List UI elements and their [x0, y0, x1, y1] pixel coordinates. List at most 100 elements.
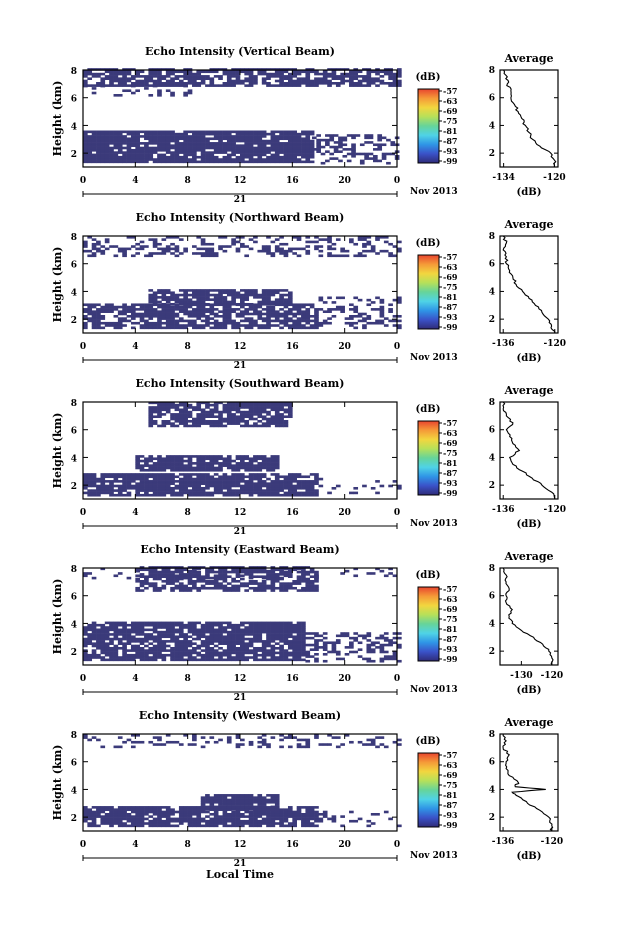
echo-cell [223, 626, 228, 629]
echo-cell [262, 467, 267, 470]
echo-cell [188, 460, 193, 463]
echo-cell [87, 250, 92, 253]
echo-cell [310, 585, 315, 588]
echo-cell [135, 308, 140, 311]
echo-cell [188, 89, 193, 92]
echo-cell [162, 622, 167, 625]
echo-cell [96, 480, 101, 483]
echo-cell [262, 577, 267, 580]
echo-cell [380, 637, 385, 640]
panel-title: Echo Intensity (Eastward Beam) [140, 543, 339, 556]
echo-cell [236, 80, 241, 83]
echo-cell [209, 480, 214, 483]
echo-cell [196, 406, 201, 409]
echo-cell [183, 415, 188, 418]
echo-cell [179, 457, 184, 460]
echo-cell [244, 572, 249, 575]
echo-cell [297, 303, 302, 306]
echo-cell [175, 144, 180, 147]
echo-cell [288, 482, 293, 485]
echo-cell [249, 473, 254, 476]
echo-cell [227, 494, 232, 497]
echo-cell [262, 580, 267, 583]
echo-cell [109, 135, 114, 138]
echo-cell [135, 811, 140, 814]
echo-cell [100, 656, 105, 659]
echo-cell [231, 799, 236, 802]
echo-cell [157, 578, 162, 581]
echo-cell [249, 144, 254, 147]
echo-cell [240, 70, 245, 73]
echo-cell [140, 469, 145, 472]
echo-cell [162, 291, 167, 294]
echo-cell [148, 741, 153, 744]
echo-cell [96, 322, 101, 325]
echo-cell [262, 654, 267, 657]
echo-cell [297, 494, 302, 497]
echo-cell [366, 84, 371, 87]
echo-cell [83, 149, 88, 152]
echo-cell [275, 131, 280, 134]
echo-cell [192, 82, 197, 85]
echo-cell [275, 144, 280, 147]
echo-cell [275, 408, 280, 411]
echo-cell [175, 142, 180, 145]
colorbar-tick-label: -75 [443, 448, 457, 458]
echo-cell [201, 492, 206, 495]
echo-cell [96, 156, 101, 159]
echo-cell [153, 80, 158, 83]
echo-cell [148, 635, 153, 638]
echo-cell [218, 629, 223, 632]
echo-cell [166, 296, 171, 299]
echo-cell [314, 320, 319, 323]
echo-cell [288, 147, 293, 150]
echo-cell [83, 654, 88, 657]
echo-cell [369, 137, 374, 140]
echo-cell [196, 248, 201, 251]
echo-cell [118, 248, 123, 251]
echo-cell [188, 140, 193, 143]
echo-cell [170, 457, 175, 460]
echo-cell [131, 806, 136, 809]
echo-cell [227, 131, 232, 134]
echo-cell [244, 659, 249, 662]
echo-cell [148, 475, 153, 478]
echo-cell [244, 147, 249, 150]
echo-cell [257, 73, 262, 76]
echo-cell [236, 315, 241, 318]
echo-cell [148, 585, 153, 588]
echo-cell [386, 139, 391, 142]
echo-cell [223, 250, 228, 253]
echo-cell [83, 322, 88, 325]
echo-cell [109, 654, 114, 657]
echo-cell [249, 475, 254, 478]
x-tick-label: 4 [132, 342, 138, 352]
echo-cell [140, 241, 145, 244]
echo-cell [349, 75, 354, 78]
echo-cell [240, 492, 245, 495]
echo-cell [109, 82, 114, 85]
echo-cell [209, 137, 214, 140]
echo-cell [179, 467, 184, 470]
echo-cell [279, 296, 284, 299]
echo-cell [144, 587, 149, 590]
echo-cell [170, 303, 175, 306]
x-tick-label: 4 [132, 176, 138, 186]
echo-cell [253, 313, 258, 316]
echo-cell [153, 467, 158, 470]
echo-cell [175, 654, 180, 657]
echo-cell [292, 133, 297, 136]
echo-cell [249, 161, 254, 164]
echo-cell [288, 480, 293, 483]
echo-cell [170, 320, 175, 323]
echo-cell [118, 736, 123, 739]
echo-cell [266, 308, 271, 311]
echo-cell [209, 317, 214, 320]
echo-cell [301, 622, 306, 625]
echo-cell [162, 313, 167, 316]
echo-cell [87, 306, 92, 309]
echo-cell [257, 654, 262, 657]
echo-cell [170, 327, 175, 330]
echo-cell [297, 645, 302, 648]
echo-cell [135, 649, 140, 652]
